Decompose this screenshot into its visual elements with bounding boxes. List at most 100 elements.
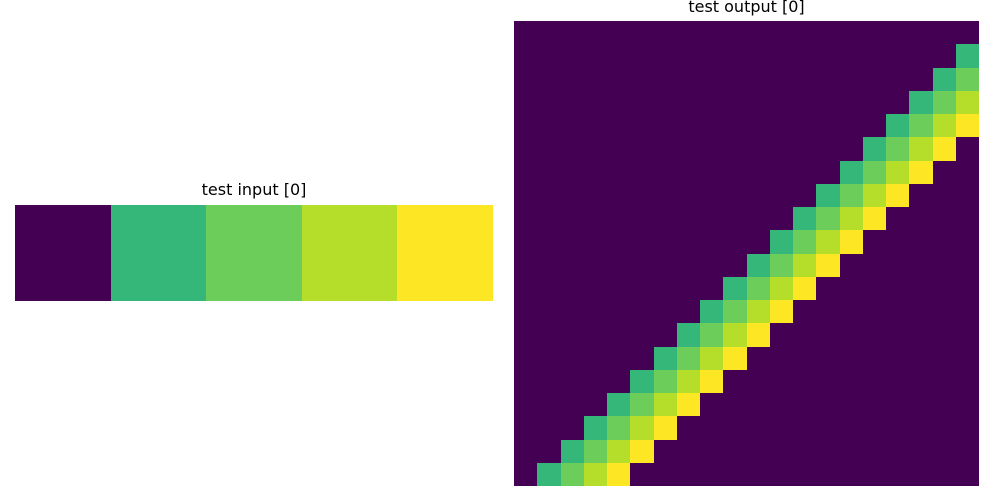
grid-cell [676,44,700,68]
grid-cell [816,67,840,91]
output-grid [514,21,979,486]
grid-cell [886,416,910,440]
grid-cell [700,230,724,254]
grid-cell [932,137,956,161]
grid-cell [537,276,561,300]
grid-cell [862,276,886,300]
grid-cell [793,137,817,161]
grid-cell [514,114,538,138]
grid-cell [676,21,700,45]
grid-cell [793,393,817,417]
grid-cell [653,160,677,184]
grid-cell [862,300,886,324]
grid-cell [932,300,956,324]
grid-cell [700,346,724,370]
grid-cell [839,44,863,68]
grid-cell [653,462,677,486]
grid-cell [862,44,886,68]
grid-cell [560,393,584,417]
grid-cell [862,346,886,370]
grid-cell [862,393,886,417]
grid-cell [793,160,817,184]
grid-cell [537,90,561,114]
grid-cell [886,67,910,91]
grid-cell [746,369,770,393]
grid-cell [862,462,886,486]
grid-cell [839,323,863,347]
grid-cell [746,300,770,324]
grid-cell [955,462,979,486]
grid-cell [746,439,770,463]
grid-cell [676,300,700,324]
grid-cell [955,346,979,370]
grid-cell [932,44,956,68]
grid-cell [746,44,770,68]
grid-cell [537,300,561,324]
grid-cell [955,253,979,277]
grid-cell [723,230,747,254]
grid-cell [301,205,398,301]
grid-cell [793,439,817,463]
grid-cell [514,90,538,114]
grid-cell [769,439,793,463]
grid-cell [909,21,933,45]
grid-cell [839,439,863,463]
grid-cell [886,439,910,463]
grid-cell [653,323,677,347]
grid-cell [653,416,677,440]
grid-cell [839,90,863,114]
grid-cell [583,230,607,254]
grid-cell [560,276,584,300]
grid-cell [560,21,584,45]
grid-cell [583,346,607,370]
grid-cell [514,230,538,254]
grid-cell [514,300,538,324]
grid-cell [862,21,886,45]
grid-cell [630,160,654,184]
grid-cell [909,439,933,463]
grid-cell [746,230,770,254]
grid-cell [932,276,956,300]
grid-cell [932,253,956,277]
grid-cell [676,253,700,277]
grid-cell [583,276,607,300]
grid-cell [676,90,700,114]
grid-cell [653,67,677,91]
grid-cell [886,276,910,300]
grid-cell [793,416,817,440]
grid-cell [862,90,886,114]
grid-cell [862,137,886,161]
grid-cell [583,416,607,440]
grid-cell [630,44,654,68]
grid-cell [793,300,817,324]
grid-cell [839,462,863,486]
grid-cell [862,439,886,463]
grid-cell [700,300,724,324]
grid-cell [700,439,724,463]
grid-cell [583,160,607,184]
grid-cell [583,253,607,277]
grid-cell [839,253,863,277]
grid-cell [514,323,538,347]
grid-cell [839,114,863,138]
grid-cell [630,416,654,440]
grid-cell [816,462,840,486]
grid-cell [932,183,956,207]
grid-cell [514,67,538,91]
grid-cell [886,253,910,277]
grid-cell [700,253,724,277]
grid-cell [816,90,840,114]
grid-cell [607,393,631,417]
grid-cell [932,90,956,114]
grid-cell [630,300,654,324]
grid-cell [862,416,886,440]
grid-cell [700,276,724,300]
grid-cell [537,114,561,138]
grid-cell [583,207,607,231]
grid-cell [607,207,631,231]
grid-cell [514,416,538,440]
grid-cell [769,207,793,231]
grid-cell [700,160,724,184]
grid-cell [583,439,607,463]
grid-cell [886,393,910,417]
